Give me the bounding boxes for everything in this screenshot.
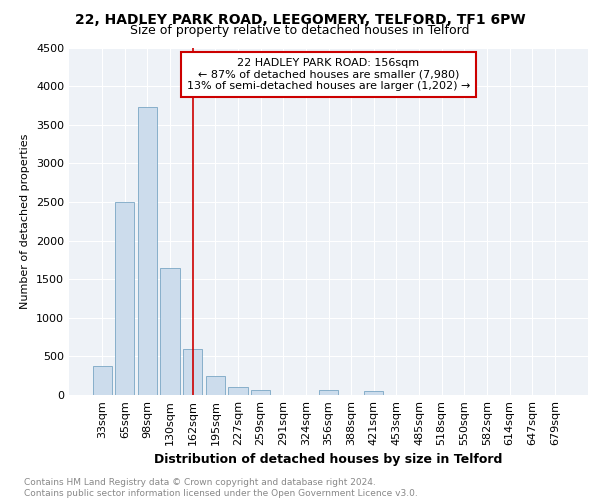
- Bar: [319, 390, 338, 395]
- Bar: [229, 388, 248, 395]
- Bar: [183, 348, 202, 395]
- Text: 22 HADLEY PARK ROAD: 156sqm
← 87% of detached houses are smaller (7,980)
13% of : 22 HADLEY PARK ROAD: 156sqm ← 87% of det…: [187, 58, 470, 91]
- Text: 22, HADLEY PARK ROAD, LEEGOMERY, TELFORD, TF1 6PW: 22, HADLEY PARK ROAD, LEEGOMERY, TELFORD…: [74, 12, 526, 26]
- Bar: [115, 202, 134, 395]
- Bar: [92, 366, 112, 395]
- X-axis label: Distribution of detached houses by size in Telford: Distribution of detached houses by size …: [154, 454, 503, 466]
- Bar: [251, 390, 270, 395]
- Bar: [206, 376, 225, 395]
- Bar: [138, 107, 157, 395]
- Text: Contains HM Land Registry data © Crown copyright and database right 2024.
Contai: Contains HM Land Registry data © Crown c…: [24, 478, 418, 498]
- Bar: [364, 391, 383, 395]
- Y-axis label: Number of detached properties: Number of detached properties: [20, 134, 31, 309]
- Text: Size of property relative to detached houses in Telford: Size of property relative to detached ho…: [130, 24, 470, 37]
- Bar: [160, 268, 180, 395]
